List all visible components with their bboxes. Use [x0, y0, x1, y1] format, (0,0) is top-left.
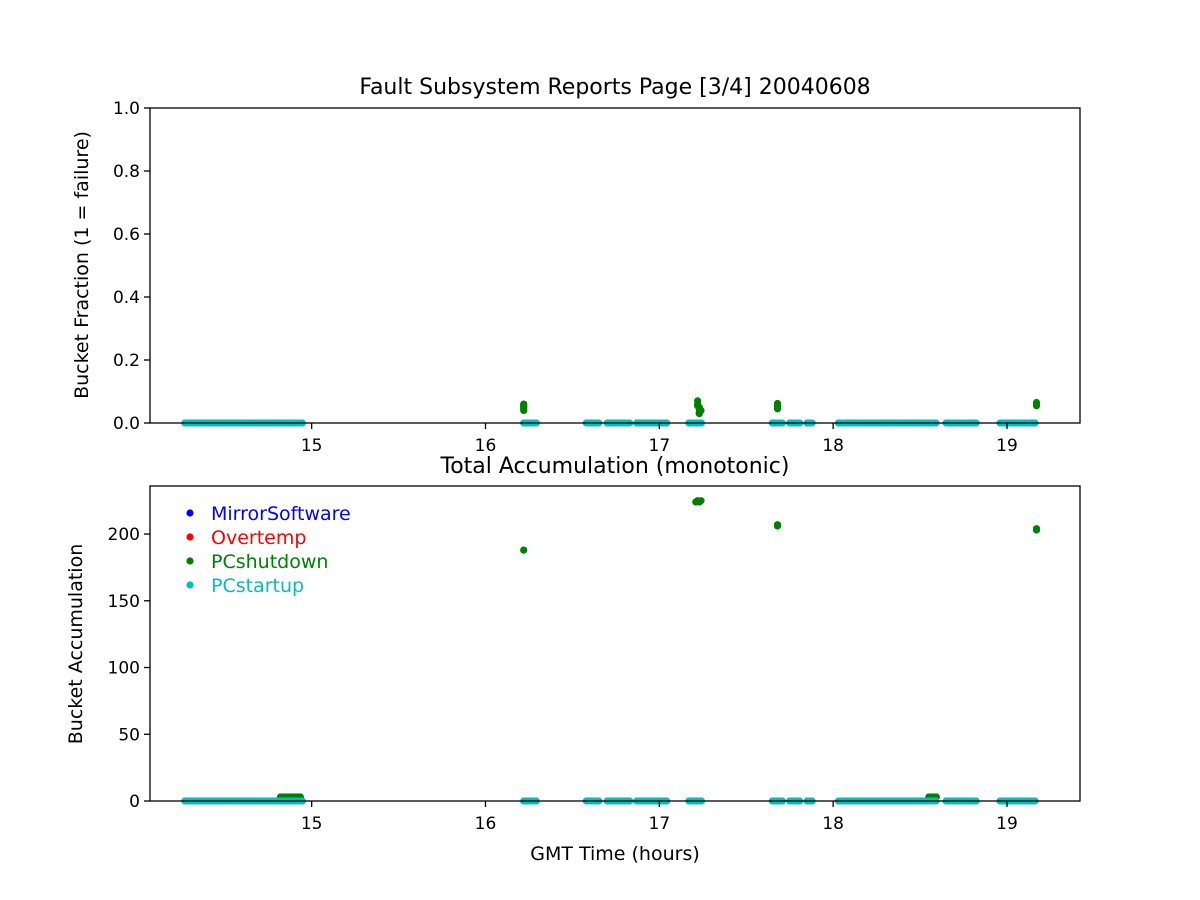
fraction-axes-frame: [149, 107, 1081, 424]
x-tick-label: 19: [996, 436, 1018, 456]
x-tick-label: 17: [649, 814, 671, 834]
legend: MirrorSoftwareOvertempPCshutdownPCstartu…: [186, 503, 351, 597]
accumulation-x-label: GMT Time (hours): [530, 843, 700, 865]
fraction-points: [181, 397, 1041, 427]
legend-label: MirrorSoftware: [211, 503, 351, 525]
x-tick-label: 19: [996, 814, 1018, 834]
fraction-panel: Fault Subsystem Reports Page [3/4] 20040…: [71, 75, 1081, 456]
y-tick-label: 0.0: [113, 414, 140, 434]
legend-marker: [186, 557, 194, 565]
legend-label: PCshutdown: [211, 551, 328, 573]
y-tick-label: 1.0: [113, 99, 140, 119]
pcshutdown-point: [697, 406, 705, 414]
accumulation-y-label: Bucket Accumulation: [65, 544, 87, 745]
accumulation-y-ticks: 0 50 100 150 200: [108, 525, 150, 812]
x-tick-label: 16: [475, 436, 497, 456]
x-tick-label: 17: [649, 436, 671, 456]
pcshutdown-point: [1032, 525, 1041, 533]
pcshutdown-point: [1032, 402, 1041, 410]
pcshutdown-point: [697, 497, 705, 505]
y-tick-label: 0: [129, 792, 140, 812]
fraction-y-label: Bucket Fraction (1 = failure): [71, 131, 93, 399]
accumulation-panel: Total Accumulation (monotonic) 15 16 17 18 1…: [65, 454, 1081, 865]
x-tick-label: 18: [822, 436, 844, 456]
fraction-y-ticks: 0.0 0.2 0.4 0.6 0.8 1.0: [113, 99, 150, 434]
x-tick-label: 15: [301, 814, 323, 834]
x-tick-label: 18: [822, 814, 844, 834]
pcshutdown-point: [520, 546, 528, 554]
y-tick-label: 0.2: [113, 351, 140, 371]
x-tick-label: 16: [475, 814, 497, 834]
legend-marker: [186, 533, 194, 541]
pcshutdown-point: [520, 406, 528, 414]
legend-marker: [186, 581, 194, 589]
fraction-title: Fault Subsystem Reports Page [3/4] 20040…: [359, 75, 870, 100]
y-tick-label: 150: [108, 592, 140, 612]
pcshutdown-point: [773, 522, 782, 530]
y-tick-label: 0.4: [113, 288, 140, 308]
pcshutdown-point: [520, 400, 528, 408]
fraction-x-ticks: 15 16 17 18 19: [301, 423, 1018, 456]
y-tick-label: 200: [108, 525, 140, 545]
accumulation-title: Total Accumulation (monotonic): [440, 454, 790, 479]
accumulation-x-ticks: 15 16 17 18 19: [301, 801, 1018, 834]
accumulation-axes-frame: [149, 485, 1081, 802]
x-tick-label: 15: [301, 436, 323, 456]
y-tick-label: 100: [108, 659, 140, 679]
y-tick-label: 50: [118, 725, 140, 745]
legend-label: Overtemp: [211, 527, 306, 549]
pcshutdown-point: [773, 405, 782, 413]
legend-label: PCstartup: [211, 575, 304, 597]
legend-marker: [186, 509, 194, 517]
y-tick-label: 0.6: [113, 225, 140, 245]
y-tick-label: 0.8: [113, 162, 140, 182]
accumulation-points: [181, 497, 1041, 805]
